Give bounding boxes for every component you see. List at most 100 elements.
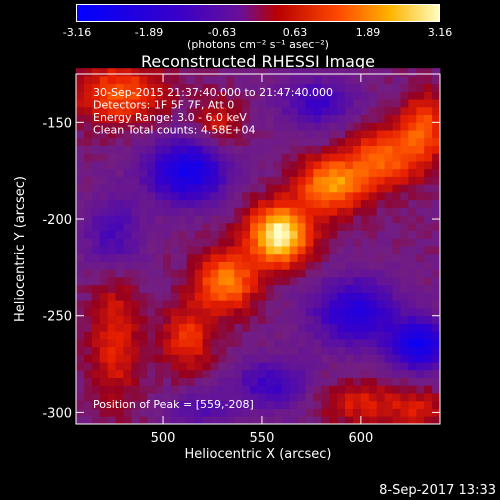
- heatmap-cell: [432, 315, 441, 324]
- heatmap-cell: [384, 75, 393, 85]
- heatmap-cell: [218, 331, 227, 340]
- heatmap-cell: [194, 176, 204, 185]
- heatmap-cell: [424, 385, 433, 394]
- heatmap-cell: [273, 168, 283, 177]
- heatmap-cell: [392, 385, 401, 394]
- heatmap-cell: [337, 68, 346, 77]
- heatmap-cell: [250, 83, 259, 92]
- heatmap-cell: [178, 269, 188, 278]
- heatmap-cell: [281, 315, 291, 324]
- heatmap-cell: [297, 377, 306, 386]
- heatmap-cell: [376, 346, 386, 355]
- heatmap-cell: [313, 83, 322, 92]
- heatmap-cell: [83, 191, 93, 201]
- heatmap-cell: [424, 106, 433, 115]
- heatmap-cell: [289, 377, 298, 386]
- heatmap-cell: [147, 161, 156, 170]
- heatmap-cell: [329, 207, 338, 216]
- heatmap-cell: [432, 416, 441, 425]
- heatmap-cell: [139, 153, 148, 162]
- heatmap-cell: [408, 354, 417, 363]
- heatmap-cell: [368, 106, 378, 115]
- heatmap-cell: [131, 369, 140, 378]
- heatmap-cell: [250, 331, 259, 340]
- heatmap-cell: [163, 137, 172, 146]
- heatmap-cell: [218, 354, 227, 363]
- heatmap-cell: [115, 137, 124, 146]
- heatmap-cell: [432, 153, 441, 162]
- heatmap-cell: [218, 269, 227, 278]
- heatmap-cell: [210, 338, 219, 348]
- heatmap-cell: [234, 369, 243, 378]
- heatmap-cell: [91, 323, 101, 332]
- heatmap-cell: [83, 145, 93, 154]
- heatmap-cell: [234, 83, 243, 92]
- heatmap-cell: [83, 137, 93, 146]
- heatmap-cell: [289, 161, 298, 170]
- heatmap-cell: [170, 416, 180, 425]
- heatmap-cell: [202, 222, 211, 232]
- heatmap-cell: [186, 161, 196, 170]
- heatmap-cell: [392, 184, 401, 193]
- heatmap-cell: [376, 400, 386, 409]
- heatmap-cell: [376, 215, 386, 224]
- heatmap-cell: [242, 130, 251, 139]
- heatmap-cell: [210, 292, 219, 301]
- heatmap-cell: [76, 369, 85, 378]
- heatmap-cell: [392, 145, 401, 154]
- peak-position-label: Position of Peak = [559,-208]: [93, 398, 254, 411]
- heatmap-cell: [123, 222, 132, 232]
- heatmap-cell: [352, 300, 362, 309]
- heatmap-cell: [202, 277, 211, 286]
- heatmap-cell: [392, 277, 401, 286]
- heatmap-cell: [305, 338, 314, 348]
- heatmap-cell: [321, 338, 330, 348]
- heatmap-cell: [99, 130, 109, 139]
- heatmap-cell: [329, 130, 338, 139]
- heatmap-cell: [210, 99, 219, 108]
- heatmap-cell: [258, 114, 267, 123]
- heatmap-cell: [400, 161, 409, 170]
- heatmap-cell: [297, 416, 306, 425]
- heatmap-cell: [242, 315, 251, 324]
- heatmap-cell: [281, 408, 291, 417]
- heatmap-cell: [226, 91, 235, 100]
- heatmap-cell: [139, 416, 148, 425]
- heatmap-cell: [424, 284, 433, 293]
- heatmap-cell: [289, 385, 298, 394]
- heatmap-cell: [226, 277, 235, 286]
- heatmap-cell: [139, 176, 148, 185]
- heatmap-cell: [368, 269, 378, 278]
- heatmap-cell: [273, 393, 283, 402]
- heatmap-cell: [242, 114, 251, 123]
- heatmap-cell: [202, 338, 211, 348]
- heatmap-cell: [123, 300, 132, 309]
- heatmap-cell: [242, 362, 251, 371]
- heatmap-cell: [305, 75, 314, 85]
- heatmap-cell: [360, 369, 370, 378]
- heatmap-cell: [107, 176, 116, 185]
- heatmap-cell: [281, 83, 291, 92]
- heatmap-cell: [76, 199, 85, 208]
- heatmap-cell: [115, 284, 124, 293]
- heatmap-cell: [360, 269, 370, 278]
- heatmap-cell: [250, 277, 259, 286]
- heatmap-cell: [360, 207, 370, 216]
- heatmap-cell: [250, 91, 259, 100]
- heatmap-cell: [329, 222, 338, 232]
- heatmap-cell: [258, 184, 267, 193]
- heatmap-cell: [115, 91, 124, 100]
- heatmap-cell: [289, 176, 298, 185]
- heatmap-cell: [139, 130, 148, 139]
- heatmap-cell: [194, 261, 204, 270]
- heatmap-cell: [416, 207, 425, 216]
- heatmap-cell: [392, 122, 401, 131]
- heatmap-cell: [139, 191, 148, 201]
- heatmap-cell: [265, 83, 275, 92]
- heatmap-cell: [170, 161, 180, 170]
- heatmap-cell: [345, 106, 354, 115]
- heatmap-cell: [194, 408, 204, 417]
- heatmap-cell: [234, 346, 243, 355]
- heatmap-cell: [147, 323, 156, 332]
- heatmap-cell: [178, 191, 188, 201]
